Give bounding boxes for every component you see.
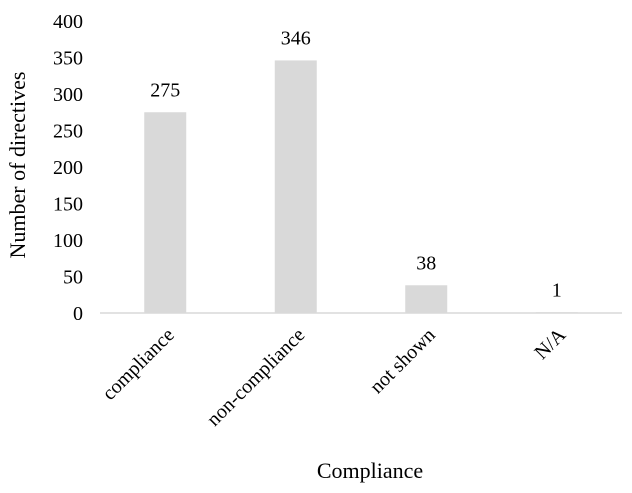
y-tick-label: 0 xyxy=(73,303,83,325)
data-label: 275 xyxy=(150,79,180,101)
bar-non-compliance xyxy=(274,60,317,313)
y-tick-label: 300 xyxy=(53,84,83,106)
y-axis-ticks: 0 50 100 150 200 250 300 350 400 xyxy=(53,11,83,325)
y-tick-label: 250 xyxy=(53,121,83,143)
y-tick-label: 150 xyxy=(53,194,83,216)
y-tick-label: 200 xyxy=(53,157,83,179)
data-labels: 275 346 38 1 xyxy=(150,27,562,301)
bar-compliance xyxy=(144,112,187,313)
y-tick-label: 50 xyxy=(63,267,83,289)
x-tick-label: compliance xyxy=(98,324,179,405)
bars xyxy=(144,60,578,313)
y-tick-label: 350 xyxy=(53,48,83,70)
data-label: 38 xyxy=(416,252,436,274)
x-tick-label: not shown xyxy=(366,324,440,398)
category-labels: compliance non-compliance not shown N/A xyxy=(98,324,571,431)
x-tick-label: N/A xyxy=(530,324,570,364)
data-label: 1 xyxy=(552,279,562,301)
x-tick-label: non-compliance xyxy=(203,324,310,431)
y-tick-label: 400 xyxy=(53,11,83,33)
y-tick-label: 100 xyxy=(53,230,83,252)
data-label: 346 xyxy=(281,27,311,49)
x-axis-title: Compliance xyxy=(317,458,423,483)
y-axis-title: Number of directives xyxy=(5,72,30,259)
bar-not-shown xyxy=(405,285,448,313)
